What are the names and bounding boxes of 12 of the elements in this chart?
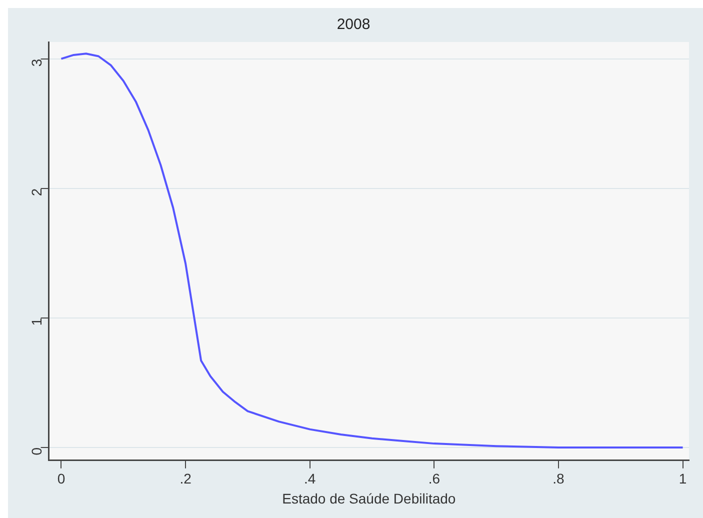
- chart-title: 2008: [336, 16, 370, 34]
- x-tick-label: 1: [678, 470, 687, 487]
- x-tick-label: .4: [304, 470, 316, 487]
- x-tick-label: .2: [180, 470, 192, 487]
- x-tick-label: .8: [552, 470, 565, 487]
- y-tick-label: 2: [28, 188, 45, 196]
- x-tick-label: .6: [428, 470, 440, 487]
- y-tick-label: 0: [28, 447, 45, 456]
- x-axis-title: Estado de Saúde Debilitado: [282, 490, 456, 506]
- y-tick-label: 1: [28, 318, 45, 326]
- y-tick-label: 3: [28, 58, 45, 67]
- x-tick-label: 0: [57, 470, 66, 487]
